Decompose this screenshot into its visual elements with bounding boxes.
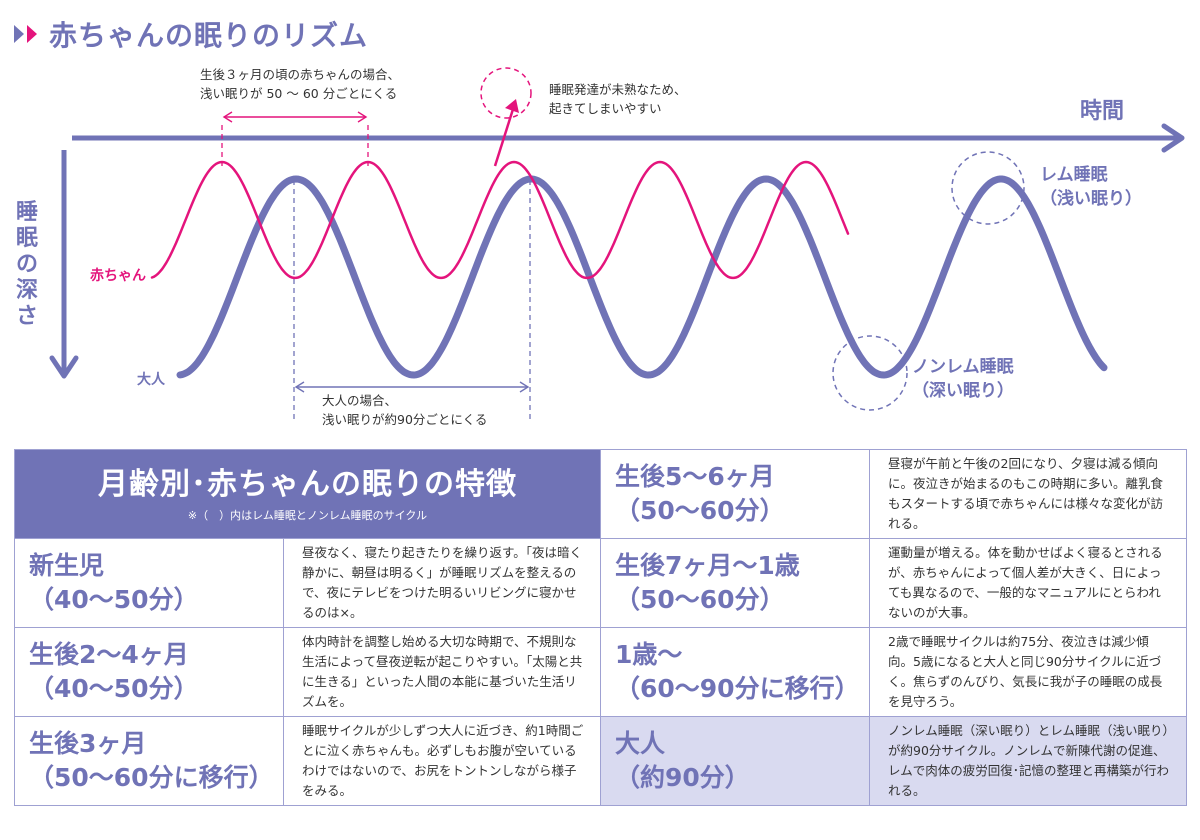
row-name: 新生児 （40〜50分） [14, 538, 284, 628]
row-desc: 2歳で睡眠サイクルは約75分、夜泣きは減少傾向。5歳になると大人と同じ90分サイ… [869, 627, 1187, 717]
dashed-circle-icon [951, 151, 1025, 225]
time-axis-label: 時間 [1080, 99, 1125, 124]
row-name: 生後3ヶ月 （50〜60分に移行） [14, 716, 284, 806]
row-name: 生後7ヶ月〜1歳 （50〜60分） [600, 538, 870, 628]
rem-label: レム睡眠 （浅い眠り） [1040, 165, 1142, 209]
baby-label: 赤ちゃん [90, 268, 146, 284]
table-header: 月齢別･赤ちゃんの眠りの特徴 ※（ ）内はレム睡眠とノンレム睡眠のサイクル [14, 449, 601, 539]
row-name: 大人 （約90分） [600, 716, 870, 806]
double-chevron-icon [14, 25, 24, 43]
adult-interval-note: 大人の場合、 浅い眠りが約90分ごとにくる [322, 393, 488, 427]
baby-wave [150, 160, 850, 280]
chevron-icon [27, 25, 37, 43]
time-axis-arrowhead [1161, 123, 1185, 153]
row-name: 生後2〜4ヶ月 （40〜50分） [14, 627, 284, 717]
depth-axis-arrowhead [49, 355, 79, 379]
arrow-icon [493, 105, 516, 167]
dashed-circle-icon [832, 335, 908, 411]
nonrem-label: ノンレム睡眠 （深い眠り） [912, 357, 1014, 401]
row-name: 生後5〜6ヶ月 （50〜60分） [600, 449, 870, 539]
dashed-circle-icon [480, 67, 532, 119]
row-desc: ノンレム睡眠（深い眠り）とレム睡眠（浅い眠り）が約90分サイクル。ノンレムで新陳… [869, 716, 1187, 806]
row-desc: 運動量が増える。体を動かせばよく寝るとされるが、赤ちゃんによって個人差が大きく、… [869, 538, 1187, 628]
adult-label: 大人 [137, 372, 165, 388]
row-desc: 体内時計を調整し始める大切な時期で、不規則な生活によって昼夜逆転が起こりやすい。… [283, 627, 601, 717]
row-desc: 昼夜なく、寝たり起きたりを繰り返す。「夜は暗く静かに、朝昼は明るく」が睡眠リズム… [283, 538, 601, 628]
sleep-rhythm-diagram [49, 67, 1185, 420]
table-note: ※（ ）内はレム睡眠とノンレム睡眠のサイクル [187, 509, 428, 522]
row-desc: 昼寝が午前と午後の2回になり、夕寝は減る傾向に。夜泣きが始まるのもこの時期に多い… [869, 449, 1187, 539]
row-name: 1歳〜 （60〜90分に移行） [600, 627, 870, 717]
depth-axis-label: 睡眠の深さ [15, 200, 38, 329]
immature-note: 睡眠発達が未熟なため、 起きてしまいやすい [549, 82, 687, 116]
table-title: 月齢別･赤ちゃんの眠りの特徴 [98, 467, 517, 502]
baby-interval-note: 生後３ヶ月の頃の赤ちゃんの場合、 浅い眠りが 50 〜 60 分ごとにくる [200, 67, 401, 101]
page-title: 赤ちゃんの眠りのリズム [49, 19, 369, 52]
age-characteristics-table: 月齢別･赤ちゃんの眠りの特徴 ※（ ）内はレム睡眠とノンレム睡眠のサイクル 生後… [14, 449, 1187, 806]
row-desc: 睡眠サイクルが少しずつ大人に近づき、約1時間ごとに泣く赤ちゃんも。必ずしもお腹が… [283, 716, 601, 806]
adult-wave [176, 175, 1108, 379]
title-bar: 赤ちゃんの眠りのリズム [14, 14, 368, 54]
